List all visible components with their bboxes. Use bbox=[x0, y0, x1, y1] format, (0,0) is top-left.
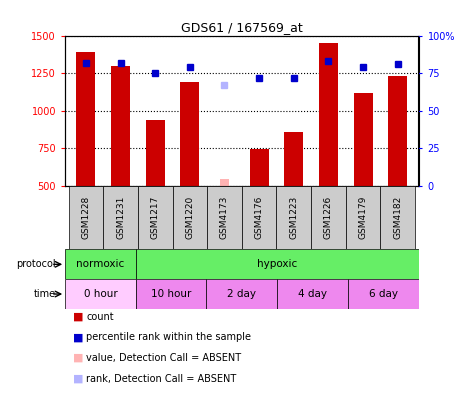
Bar bbox=[319, 43, 338, 186]
Text: GSM1217: GSM1217 bbox=[151, 196, 159, 240]
Bar bbox=[348, 279, 418, 309]
Bar bbox=[180, 82, 199, 186]
Text: normoxic: normoxic bbox=[76, 259, 125, 269]
Text: 2 day: 2 day bbox=[227, 289, 256, 299]
Text: percentile rank within the sample: percentile rank within the sample bbox=[86, 332, 251, 343]
Bar bbox=[206, 279, 277, 309]
Text: 10 hour: 10 hour bbox=[151, 289, 191, 299]
Bar bbox=[173, 186, 207, 249]
Text: 6 day: 6 day bbox=[369, 289, 398, 299]
Bar bbox=[207, 186, 242, 249]
Text: GSM4182: GSM4182 bbox=[393, 196, 402, 240]
Bar bbox=[76, 52, 95, 186]
Bar bbox=[250, 148, 269, 186]
Text: rank, Detection Call = ABSENT: rank, Detection Call = ABSENT bbox=[86, 373, 236, 384]
Bar bbox=[277, 186, 311, 249]
Bar bbox=[136, 249, 418, 279]
Text: hypoxic: hypoxic bbox=[257, 259, 297, 269]
Bar bbox=[353, 93, 372, 186]
Bar bbox=[242, 186, 277, 249]
Text: GSM1231: GSM1231 bbox=[116, 196, 125, 240]
Bar bbox=[346, 186, 380, 249]
Text: time: time bbox=[33, 289, 56, 299]
Bar bbox=[284, 132, 303, 186]
Text: GSM4176: GSM4176 bbox=[255, 196, 264, 240]
Text: GSM4173: GSM4173 bbox=[220, 196, 229, 240]
Text: ■: ■ bbox=[73, 312, 83, 322]
Text: count: count bbox=[86, 312, 113, 322]
Bar bbox=[277, 279, 348, 309]
Bar bbox=[138, 186, 173, 249]
Text: value, Detection Call = ABSENT: value, Detection Call = ABSENT bbox=[86, 353, 241, 363]
Bar bbox=[146, 120, 165, 186]
Text: GSM1220: GSM1220 bbox=[186, 196, 194, 240]
Bar bbox=[220, 179, 229, 186]
Text: ■: ■ bbox=[73, 332, 83, 343]
Bar bbox=[65, 249, 136, 279]
Text: ■: ■ bbox=[73, 373, 83, 384]
Bar bbox=[68, 186, 103, 249]
Title: GDS61 / 167569_at: GDS61 / 167569_at bbox=[181, 21, 303, 34]
Text: ■: ■ bbox=[73, 353, 83, 363]
Bar bbox=[103, 186, 138, 249]
Text: GSM1228: GSM1228 bbox=[81, 196, 90, 240]
Text: protocol: protocol bbox=[16, 259, 56, 269]
Bar bbox=[111, 66, 130, 186]
Text: 4 day: 4 day bbox=[298, 289, 327, 299]
Bar bbox=[136, 279, 206, 309]
Bar bbox=[65, 279, 136, 309]
Bar bbox=[380, 186, 415, 249]
Bar bbox=[311, 186, 346, 249]
Bar bbox=[388, 76, 407, 186]
Text: GSM1223: GSM1223 bbox=[289, 196, 298, 240]
Text: GSM4179: GSM4179 bbox=[359, 196, 367, 240]
Text: 0 hour: 0 hour bbox=[84, 289, 117, 299]
Text: GSM1226: GSM1226 bbox=[324, 196, 333, 240]
